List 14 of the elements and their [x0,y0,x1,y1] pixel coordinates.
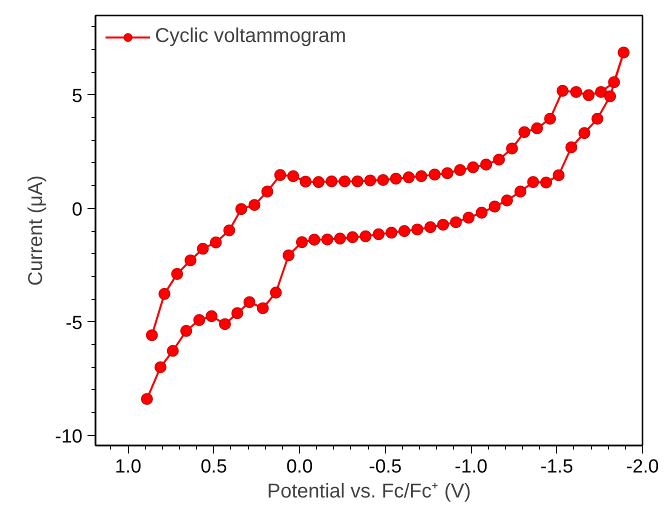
y-tick-label: -5 [66,312,83,334]
x-tick-label: 1.0 [114,456,142,478]
x-tick-label: 0.0 [286,456,313,478]
x-tick-label: -1.0 [454,456,488,478]
y-axis-title: Current (μA) [25,175,48,286]
x-tick-label: -0.5 [368,456,402,478]
x-tick-label: -1.5 [540,456,574,478]
y-tick-label: -10 [55,426,83,448]
x-tick-label: -2.0 [626,456,659,478]
x-axis-title: Potential vs. Fc/Fc⁺ (V) [267,480,471,502]
legend-label: Cyclic voltammogram [155,25,346,48]
y-tick-label: 0 [72,199,83,220]
x-tick-label: 0.5 [200,456,228,478]
y-tick-label: 5 [72,86,83,107]
